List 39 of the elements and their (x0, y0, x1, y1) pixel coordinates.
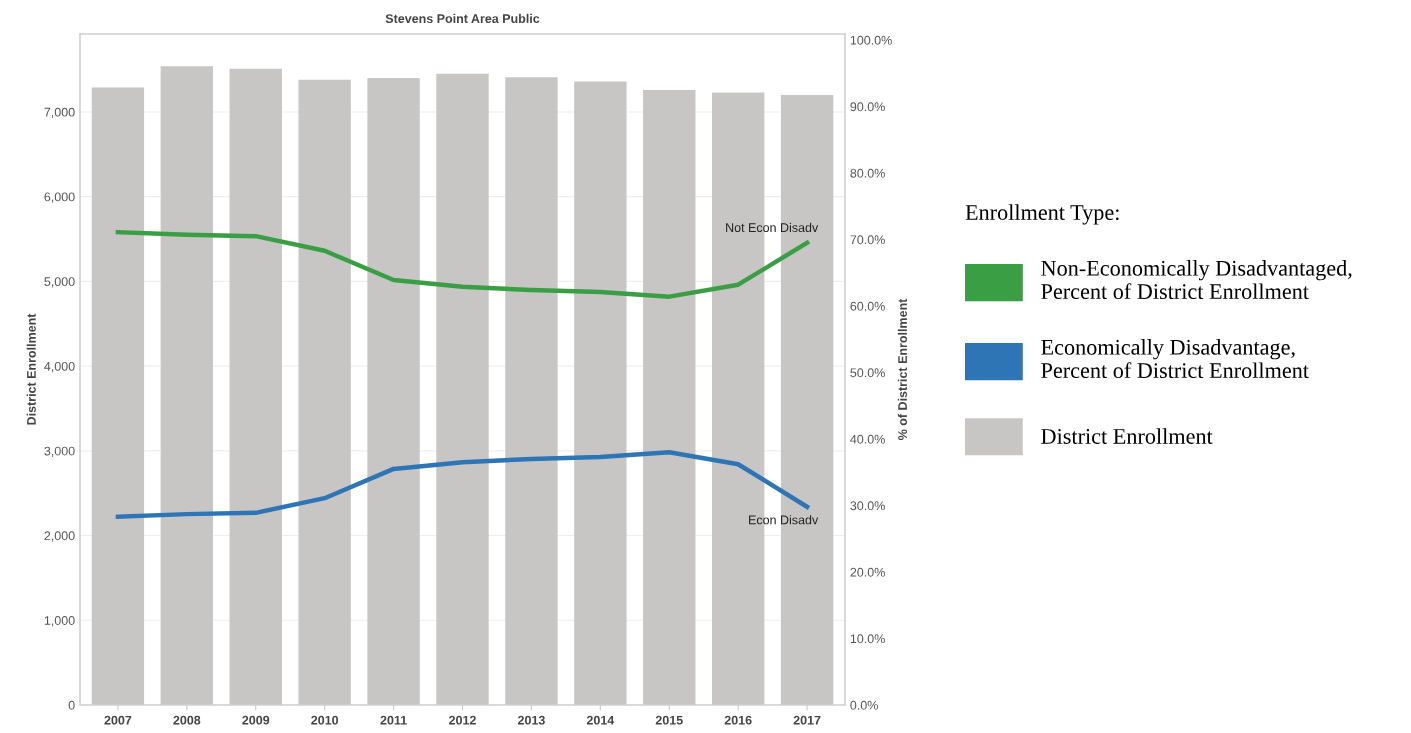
y-tick-label: 7,000 (44, 107, 75, 119)
x-tick-label: 2017 (793, 715, 821, 725)
x-tick-label: 2007 (104, 715, 132, 725)
y2-tick-label: 0.0% (850, 700, 878, 710)
y-tick-label: 2,000 (44, 531, 75, 542)
y-tick-label: 1,000 (44, 616, 75, 627)
x-tick-label: 2012 (449, 715, 476, 725)
x-tick-label: 2016 (724, 715, 752, 725)
y2-tick-label: 80.0% (850, 168, 885, 178)
y2-tick-label: 40.0% (850, 434, 885, 444)
y-axis-title: District Enrollment (26, 313, 36, 425)
x-tick-label: 2008 (173, 715, 201, 725)
x-tick-label: 2010 (311, 715, 339, 725)
legend-label: Non-Economically Disadvantaged, Percent of District Enrollment (1041, 260, 1352, 300)
y2-tick-label: 20.0% (850, 567, 885, 577)
y2-tick-label: 100.0% (850, 35, 892, 45)
annotation: Econ Disadv (749, 515, 819, 525)
annotation: Not Econ Disadv (726, 222, 819, 233)
y2-tick-label: 30.0% (850, 501, 885, 511)
y2-tick-label: 60.0% (850, 301, 885, 311)
x-tick-label: 2015 (655, 715, 683, 725)
legend-title: Enrollment Type: (965, 204, 1119, 225)
y2-tick-label: 70.0% (850, 235, 885, 245)
legend-label: District Enrollment (1041, 428, 1213, 444)
legend-label: Economically Disadvantage, Percent of District Enrollment (1041, 339, 1309, 379)
y2-tick-label: 50.0% (850, 368, 885, 378)
x-tick-label: 2009 (242, 715, 270, 725)
chart-title: Stevens Point Area Public (385, 13, 540, 24)
y2-axis-title: % of District Enrollment (897, 298, 907, 441)
y-tick-label: 4,000 (44, 361, 75, 373)
x-tick-label: 2014 (586, 715, 615, 725)
x-tick-label: 2011 (380, 715, 407, 725)
y-tick-label: 6,000 (44, 192, 75, 203)
y-tick-label: 5,000 (44, 277, 75, 288)
x-tick-label: 2013 (517, 715, 545, 725)
y-tick-label: 3,000 (44, 446, 75, 457)
y-tick-label: 0 (68, 700, 75, 710)
y2-tick-label: 90.0% (850, 102, 885, 112)
y2-tick-label: 10.0% (850, 634, 885, 644)
